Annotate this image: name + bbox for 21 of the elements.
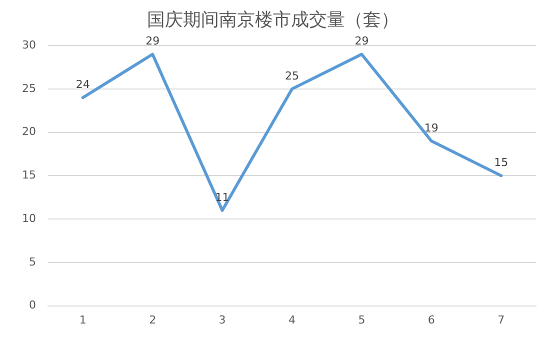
- x-tick-label: 5: [358, 313, 366, 326]
- x-tick-label: 2: [149, 313, 156, 326]
- data-label: 24: [76, 78, 90, 91]
- y-tick-label: 15: [22, 168, 36, 182]
- data-label: 15: [494, 156, 508, 170]
- y-tick-label: 5: [28, 255, 36, 268]
- y-tick-label: 20: [22, 125, 36, 138]
- x-tick-label: 4: [288, 313, 296, 326]
- x-tick-label: 6: [428, 313, 435, 326]
- x-tick-label: 3: [218, 313, 226, 326]
- data-label: 25: [285, 69, 299, 82]
- data-label: 29: [354, 34, 369, 48]
- y-tick-label: 30: [22, 38, 36, 52]
- data-label: 29: [146, 34, 160, 48]
- x-tick-label: 7: [498, 313, 505, 326]
- x-tick-label: 1: [79, 313, 86, 326]
- chart-title: 国庆期间南京楼市成交量（套）: [147, 9, 399, 30]
- y-tick-label: 10: [22, 212, 36, 225]
- data-label: 19: [424, 121, 438, 134]
- y-tick-label: 25: [22, 82, 36, 95]
- y-tick-label: 0: [28, 298, 36, 312]
